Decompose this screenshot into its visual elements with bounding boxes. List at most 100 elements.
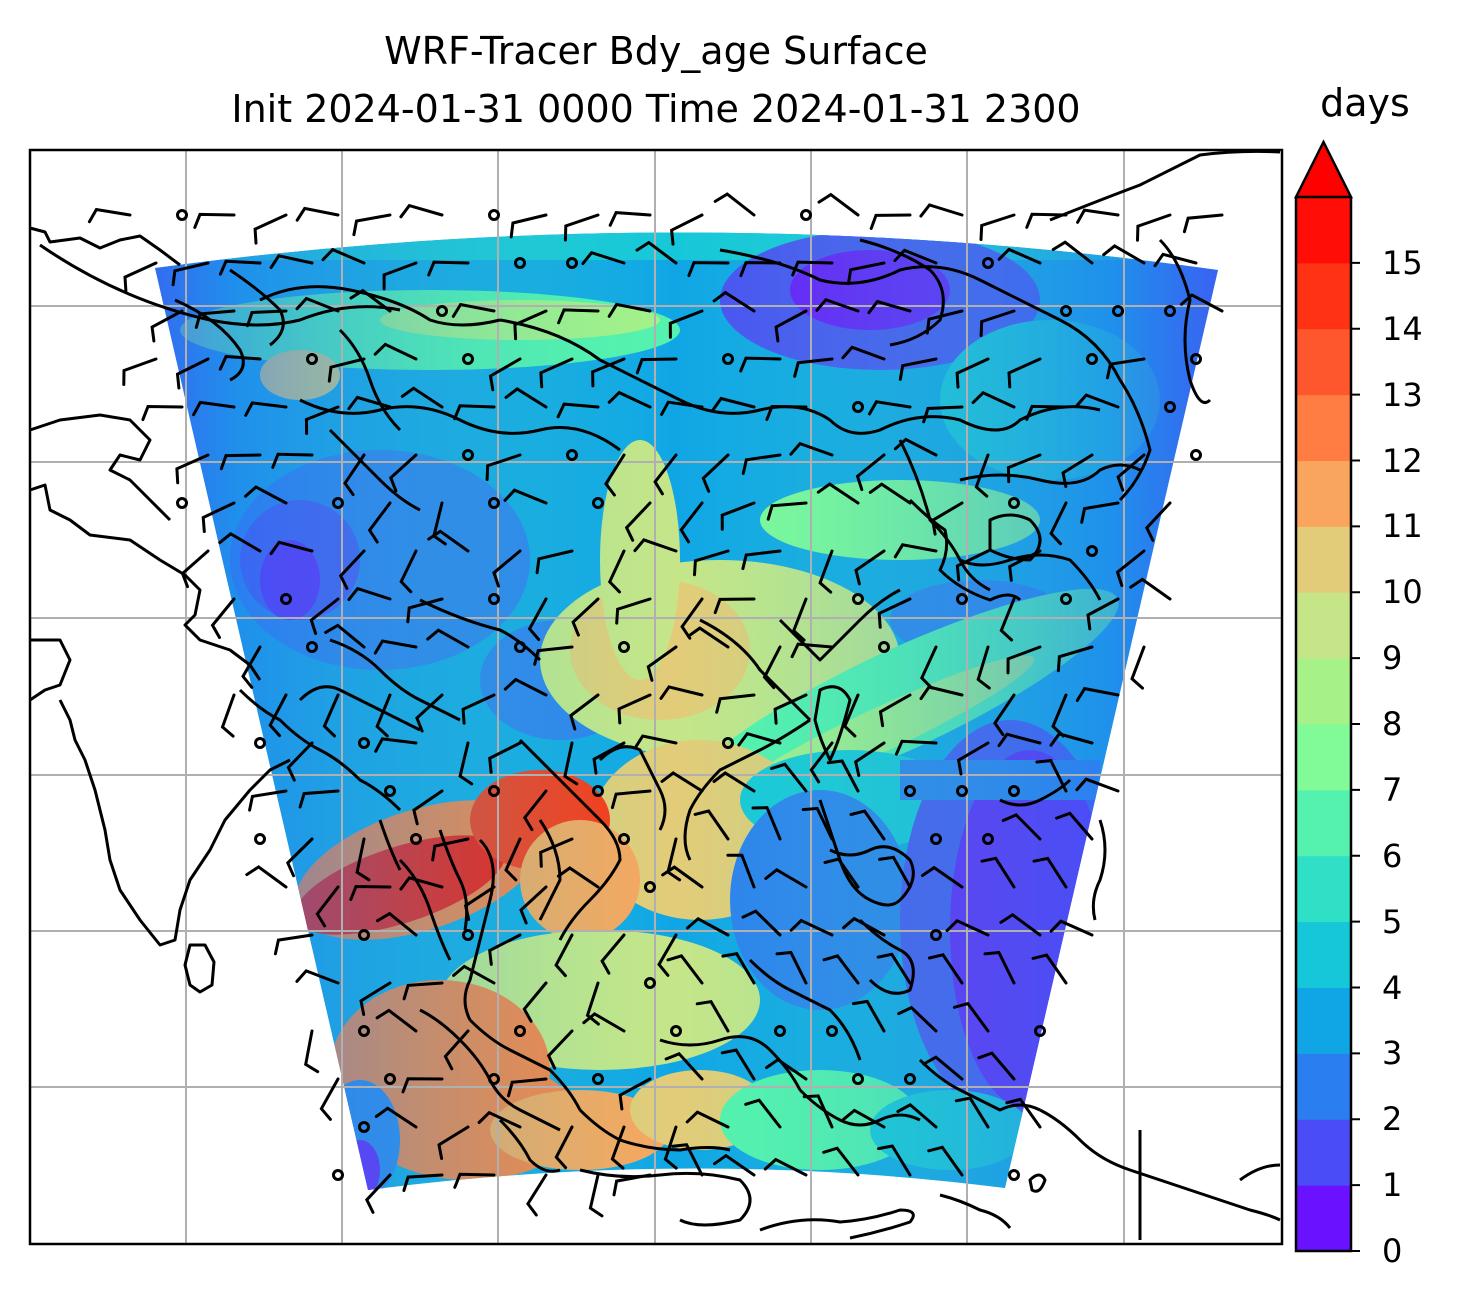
wind-barb: [241, 645, 262, 689]
colorbar-bin: [1296, 921, 1351, 988]
wind-barb: [150, 309, 184, 343]
wind-barb: [659, 685, 704, 700]
wind-barb: [956, 741, 990, 776]
wind-barb: [503, 677, 548, 697]
wind-barb: [893, 437, 938, 457]
wind-barb: [1025, 212, 1068, 229]
wind-barb: [687, 261, 730, 278]
wind-barb: [822, 954, 860, 985]
wind-barb: [375, 1008, 418, 1033]
calm-wind-circle: [358, 737, 370, 749]
colorbar-bin: [1296, 789, 1351, 857]
wind-barb: [295, 296, 340, 313]
wind-barb: [608, 211, 652, 227]
wind-barb: [402, 981, 444, 1001]
wind-barb: [670, 213, 704, 246]
wind-barb: [431, 837, 470, 862]
wind-barb: [1032, 856, 1068, 889]
wind-barb: [726, 853, 756, 889]
wind-barb: [686, 916, 730, 937]
colorbar-tick-label: 15: [1382, 243, 1423, 282]
wind-barb: [503, 488, 548, 505]
wind-barbs: [87, 192, 1224, 1218]
calm-wind-circle: [930, 833, 942, 845]
wind-barb: [319, 1077, 340, 1121]
calm-wind-circle: [1190, 353, 1202, 365]
wind-barb: [979, 213, 1016, 241]
wind-barb: [815, 297, 860, 313]
colorbar: [1293, 139, 1360, 1253]
wind-barb: [571, 597, 600, 637]
wind-barb: [427, 529, 470, 553]
calm-wind-circle: [774, 1025, 786, 1037]
wind-barb: [373, 342, 418, 361]
wind-barb: [993, 693, 1016, 737]
wind-barb: [451, 302, 496, 318]
wind-barb: [893, 543, 938, 559]
wind-barb: [999, 912, 1042, 937]
wind-barb: [646, 645, 678, 682]
wind-barb: [1129, 577, 1172, 601]
calm-wind-circle: [280, 593, 292, 605]
wind-barb: [997, 247, 1042, 265]
wind-barb: [765, 1057, 808, 1081]
wind-barb: [1049, 501, 1068, 546]
calm-wind-circle: [982, 833, 994, 845]
wind-barb: [660, 771, 704, 793]
wind-barb: [461, 693, 496, 725]
wind-barb: [720, 501, 756, 531]
wind-barb: [927, 1145, 964, 1177]
wind-barb: [539, 357, 574, 389]
wind-barb: [712, 290, 756, 313]
calm-wind-circle: [358, 1121, 370, 1133]
wind-barb: [793, 357, 834, 378]
wind-barb: [507, 1077, 548, 1098]
colorbar-tick-label: 3: [1382, 1034, 1403, 1073]
wind-barb: [635, 240, 678, 265]
wind-barb: [664, 1052, 704, 1081]
calm-wind-circle: [852, 1073, 864, 1085]
wind-barb: [513, 309, 548, 341]
wind-barb: [591, 357, 626, 388]
wind-barb: [437, 1125, 470, 1160]
wind-barb: [343, 453, 366, 497]
wind-barb: [295, 206, 340, 222]
wind-barb: [898, 357, 938, 381]
calm-wind-circle: [1008, 785, 1020, 797]
wind-barb: [612, 1173, 652, 1197]
wind-barb: [286, 741, 314, 782]
calm-wind-circle: [462, 929, 474, 941]
wind-barb: [268, 693, 288, 738]
wind-barb: [554, 933, 574, 978]
wind-barb: [315, 885, 340, 928]
wind-barb: [375, 693, 392, 738]
wind-barb: [666, 954, 704, 985]
wind-barb: [347, 395, 392, 411]
wind-barb: [791, 260, 834, 277]
calm-wind-circle: [930, 929, 942, 941]
wind-barb: [556, 402, 600, 419]
wind-barb: [618, 1077, 652, 1111]
wind-barb: [1086, 597, 1120, 631]
wind-barb: [367, 501, 392, 544]
calm-wind-circle: [956, 785, 968, 797]
wind-barb: [766, 501, 808, 521]
wind-barb: [615, 597, 652, 625]
colorbar-bin: [1296, 328, 1351, 396]
colorbar-tick-label: 2: [1382, 1100, 1403, 1139]
colorbar-bin: [1296, 197, 1351, 264]
wind-barb: [210, 597, 236, 639]
calm-wind-circle: [1034, 1025, 1046, 1037]
calm-wind-circle: [488, 1073, 500, 1085]
wind-barb: [220, 693, 236, 738]
wind-barb: [737, 731, 782, 747]
wind-barb: [488, 357, 522, 392]
wind-barb: [922, 405, 964, 424]
calm-wind-circle: [566, 449, 578, 461]
colorbar-bin: [1296, 987, 1351, 1054]
calm-wind-circle: [644, 977, 656, 989]
wind-barb: [546, 1029, 574, 1070]
wind-barb: [657, 933, 678, 977]
colorbar-tick-label: 11: [1382, 507, 1423, 546]
wind-barb: [1007, 357, 1042, 389]
